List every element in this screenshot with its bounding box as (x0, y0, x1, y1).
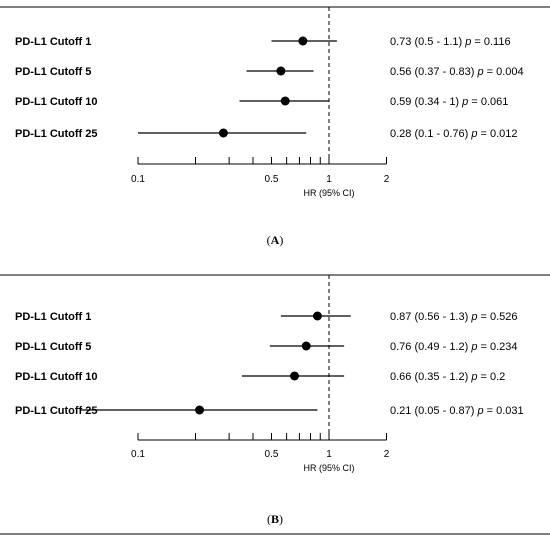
row-statistic: 0.73 (0.5 - 1.1) p = 0.116 (390, 36, 511, 48)
ci-text: 0.28 (0.1 - 0.76) (390, 128, 471, 140)
p-value: = 0.012 (477, 128, 517, 140)
hr-point (290, 371, 300, 381)
x-tick-label: 0.5 (265, 174, 279, 185)
p-value: = 0.234 (477, 341, 517, 353)
forest-panel-b: PD-L1 Cutoff 1 0.87 (0.56 - 1.3) p = 0.52… (0, 274, 550, 526)
p-value: = 0.2 (477, 371, 505, 383)
forest-row: PD-L1 Cutoff 25 0.21 (0.05 - 0.87) p = 0.… (15, 405, 524, 417)
x-tick-label: 0.1 (131, 174, 145, 185)
hr-point (218, 128, 228, 138)
row-statistic: 0.56 (0.37 - 0.83) p = 0.004 (390, 66, 524, 78)
x-axis: 0.1 0.5 1 2 HR (95% CI) (131, 433, 390, 473)
row-statistic: 0.66 (0.35 - 1.2) p = 0.2 (390, 371, 505, 383)
p-value: = 0.526 (477, 311, 517, 323)
panel-label: (A) (267, 233, 284, 247)
x-tick-label: 2 (384, 449, 390, 460)
p-symbol: p (470, 128, 477, 140)
panel-label: (B) (267, 512, 283, 526)
hr-point (298, 36, 308, 46)
forest-row: PD-L1 Cutoff 10 0.59 (0.34 - 1) p = 0.061 (15, 96, 508, 108)
ci-text: 0.73 (0.5 - 1.1) (390, 36, 465, 48)
row-label: PD-L1 Cutoff 25 (15, 405, 98, 417)
panel-label-letter: A (271, 233, 280, 247)
row-statistic: 0.21 (0.05 - 0.87) p = 0.031 (390, 405, 524, 417)
ci-text: 0.66 (0.35 - 1.2) (390, 371, 471, 383)
p-value: = 0.061 (468, 96, 508, 108)
row-label: PD-L1 Cutoff 10 (15, 371, 98, 383)
row-label: PD-L1 Cutoff 5 (15, 341, 91, 353)
x-tick-label: 1 (326, 449, 332, 460)
hr-point (280, 96, 290, 106)
forest-row: PD-L1 Cutoff 10 0.66 (0.35 - 1.2) p = 0.2 (15, 371, 505, 383)
row-statistic: 0.87 (0.56 - 1.3) p = 0.526 (390, 311, 518, 323)
hr-point (301, 341, 311, 351)
panel-label-close: ) (279, 233, 283, 247)
row-statistic: 0.28 (0.1 - 0.76) p = 0.012 (390, 128, 518, 140)
p-symbol: p (470, 341, 477, 353)
p-value: = 0.004 (484, 66, 524, 78)
ci-text: 0.59 (0.34 - 1) (390, 96, 462, 108)
forest-row: PD-L1 Cutoff 1 0.87 (0.56 - 1.3) p = 0.52… (15, 311, 518, 323)
x-tick-label: 0.1 (131, 449, 145, 460)
hr-point (276, 66, 286, 76)
panel-label-open: ( (267, 512, 271, 526)
row-label: PD-L1 Cutoff 5 (15, 66, 91, 78)
x-axis-title: HR (95% CI) (303, 463, 354, 473)
row-label: PD-L1 Cutoff 1 (15, 36, 91, 48)
x-axis: 0.1 0.5 1 2 HR (95% CI) (131, 157, 390, 198)
p-value: = 0.116 (471, 36, 510, 48)
forest-row: PD-L1 Cutoff 5 0.76 (0.49 - 1.2) p = 0.23… (15, 341, 518, 353)
p-symbol: p (470, 371, 477, 383)
x-tick-label: 1 (326, 174, 332, 185)
x-tick-label: 0.5 (265, 449, 279, 460)
forest-row: PD-L1 Cutoff 25 0.28 (0.1 - 0.76) p = 0.0… (15, 128, 518, 140)
p-symbol: p (461, 96, 468, 108)
ci-text: 0.87 (0.56 - 1.3) (390, 311, 471, 323)
hr-point (195, 405, 205, 415)
p-symbol: p (464, 36, 471, 48)
panel-label-close: ) (279, 512, 283, 526)
panel-label-letter: B (271, 512, 279, 526)
row-label: PD-L1 Cutoff 25 (15, 128, 98, 140)
x-axis-title: HR (95% CI) (303, 188, 354, 198)
p-symbol: p (476, 405, 483, 417)
forest-panel-a: PD-L1 Cutoff 1 0.73 (0.5 - 1.1) p = 0.116… (0, 6, 550, 247)
row-statistic: 0.59 (0.34 - 1) p = 0.061 (390, 96, 508, 108)
forest-row: PD-L1 Cutoff 5 0.56 (0.37 - 0.83) p = 0.0… (15, 66, 524, 78)
row-label: PD-L1 Cutoff 1 (15, 311, 91, 323)
p-symbol: p (470, 311, 477, 323)
ci-text: 0.76 (0.49 - 1.2) (390, 341, 471, 353)
ci-text: 0.56 (0.37 - 0.83) (390, 66, 477, 78)
panel-label-open: ( (267, 233, 271, 247)
row-statistic: 0.76 (0.49 - 1.2) p = 0.234 (390, 341, 518, 353)
row-label: PD-L1 Cutoff 10 (15, 96, 98, 108)
p-symbol: p (476, 66, 483, 78)
x-tick-label: 2 (384, 174, 390, 185)
hr-point (312, 311, 322, 321)
ci-text: 0.21 (0.05 - 0.87) (390, 405, 477, 417)
forest-row: PD-L1 Cutoff 1 0.73 (0.5 - 1.1) p = 0.116 (15, 36, 511, 48)
p-value: = 0.031 (484, 405, 524, 417)
